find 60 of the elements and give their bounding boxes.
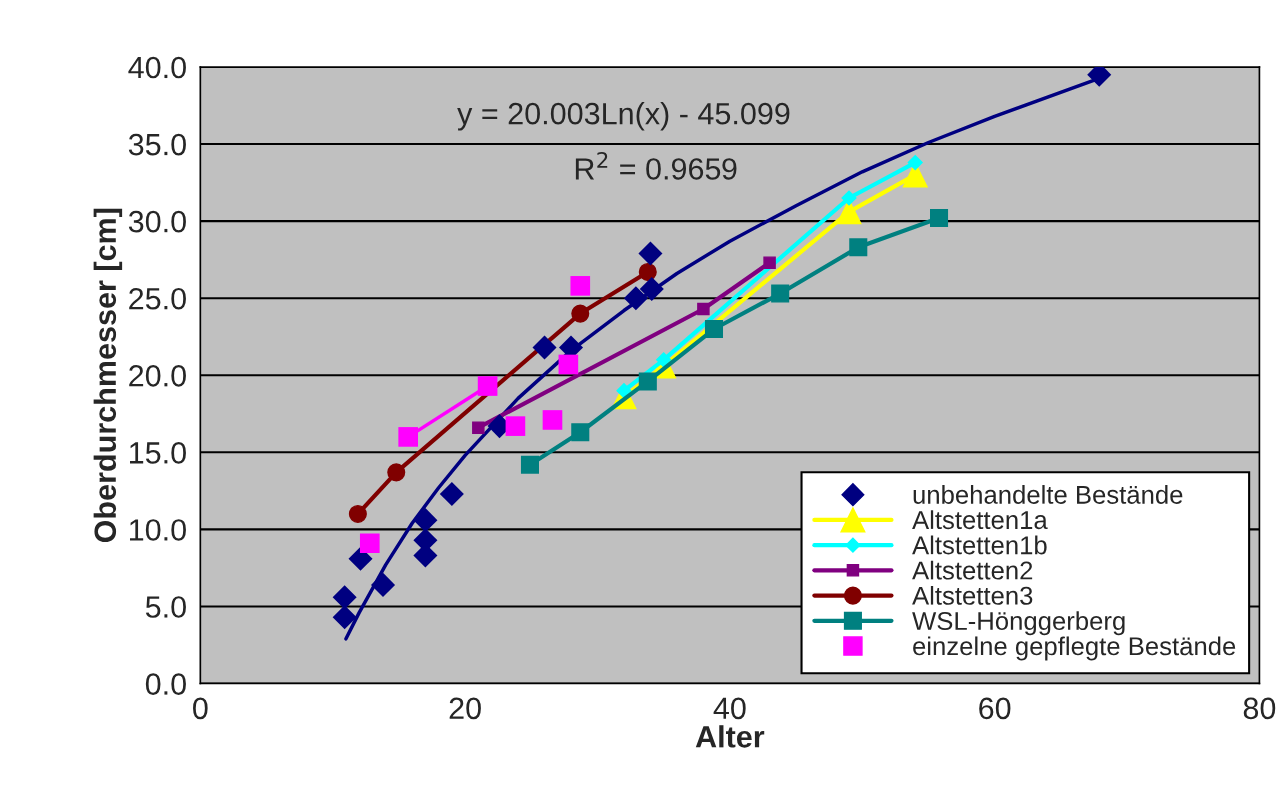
y-tick-label: 20.0 <box>129 364 186 387</box>
y-tick-label: 15.0 <box>130 442 186 464</box>
y-tick-label: 10.0 <box>130 519 186 541</box>
point <box>638 372 657 391</box>
point <box>656 352 672 368</box>
point <box>570 276 591 296</box>
point <box>704 319 724 339</box>
point <box>907 154 923 171</box>
legend-label: Altstetten1b <box>912 535 1047 555</box>
point <box>348 546 373 571</box>
x-tick-label: 0 <box>193 697 208 720</box>
legend-label: Altstetten3 <box>912 585 1033 605</box>
point <box>332 585 357 610</box>
point <box>398 427 418 447</box>
y-tick-label: 40.0 <box>128 56 186 79</box>
x-tick-label: 20 <box>449 697 481 720</box>
point <box>771 284 790 303</box>
x-axis-title: Alter <box>695 725 765 748</box>
x-tick-label: 40 <box>713 697 746 720</box>
point <box>930 209 949 228</box>
point <box>639 276 664 301</box>
point <box>348 504 367 524</box>
point <box>413 508 438 533</box>
legend-label: Altstetten2 <box>912 560 1033 580</box>
point <box>472 421 485 434</box>
point <box>638 241 663 266</box>
point <box>542 410 563 430</box>
point <box>520 455 539 474</box>
y-tick-label: 35.0 <box>128 133 186 156</box>
point <box>477 376 498 396</box>
point <box>371 572 396 597</box>
point <box>332 605 357 630</box>
point <box>505 416 526 436</box>
y-tick-label: 5.0 <box>145 596 186 618</box>
point <box>359 533 380 554</box>
x-tick-label: 60 <box>979 697 1011 720</box>
point <box>638 262 657 282</box>
point <box>558 354 579 375</box>
y-tick-label: 25.0 <box>129 287 186 310</box>
legend-label: Altstetten1a <box>912 510 1048 530</box>
annotation: R$^{2}$ = 0.9659 <box>575 151 737 180</box>
point <box>763 256 776 269</box>
point <box>532 335 557 360</box>
legend-label: WSL-Hönggerberg <box>912 611 1125 636</box>
y-axis-title: Oberdurchmesser [cm] <box>93 208 123 543</box>
point <box>841 190 857 206</box>
point <box>571 423 590 442</box>
point <box>849 238 868 257</box>
legend-label: einzelne gepflegte Bestände <box>913 636 1236 661</box>
annotation: y = 20.003Ln(x) - 45.099 <box>457 102 790 131</box>
legend-label: unbehandelte Bestände <box>913 485 1183 504</box>
point <box>439 481 464 506</box>
point <box>616 383 632 399</box>
y-tick-label: 0.0 <box>145 673 186 695</box>
point <box>697 302 710 316</box>
point <box>387 463 406 482</box>
x-tick-label: 80 <box>1243 697 1276 720</box>
point <box>571 304 590 323</box>
y-tick-label: 30.0 <box>128 210 186 233</box>
point <box>623 286 648 311</box>
